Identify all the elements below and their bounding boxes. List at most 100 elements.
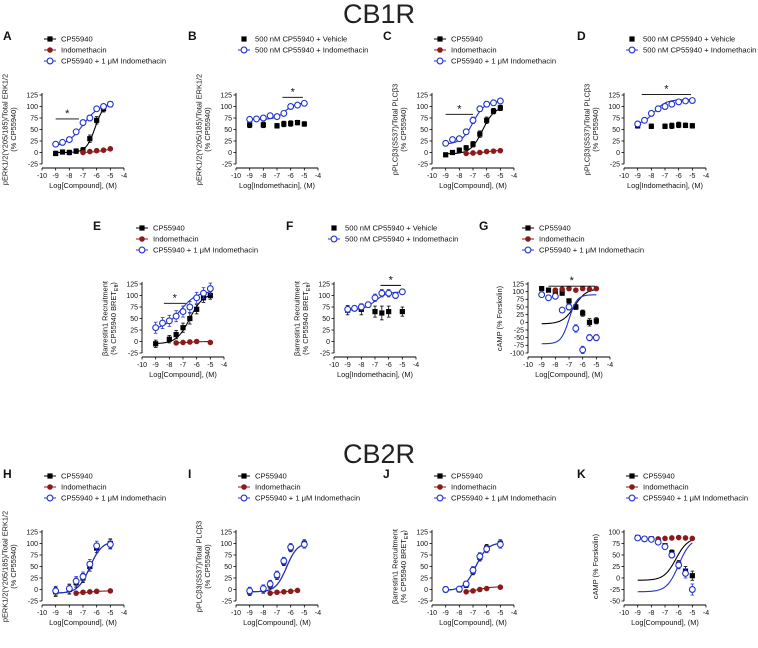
- legend-marker: [525, 225, 531, 231]
- fit-curve: [637, 542, 693, 593]
- data-point: [688, 97, 696, 104]
- data-point: [676, 122, 682, 128]
- data-point: [545, 294, 552, 302]
- data-point: [86, 114, 94, 122]
- data-point: [490, 99, 497, 107]
- panel-label: K: [577, 467, 586, 481]
- legend-label: Indomethacin: [539, 235, 585, 244]
- panel-a: A -10 -9 -8 -7 -6 -5 -4 -25 0 25 50 75 100 125 Log[Comp…: [1, 29, 167, 190]
- x-tick-label: -4: [315, 610, 321, 617]
- data-point: [273, 571, 281, 579]
- y-tick-label: 25: [130, 327, 138, 334]
- x-tick-label: -8: [260, 173, 266, 180]
- y-tick-label: 0: [34, 150, 38, 157]
- data-point: [634, 120, 642, 128]
- data-point: [385, 289, 393, 297]
- data-point: [107, 588, 114, 594]
- series-cp55940: [539, 286, 599, 327]
- x-tick-label: -5: [593, 362, 599, 369]
- data-point: [490, 148, 497, 154]
- legend-marker: [241, 473, 247, 479]
- panel-k: K -10 -9 -8 -7 -6 -5 -4 -50 -25 0 25 50 75 100 Log[Comp…: [577, 467, 748, 627]
- data-point: [497, 147, 504, 154]
- y-tick-label: 100: [608, 104, 620, 111]
- data-point: [372, 309, 378, 315]
- y-tick-label: 75: [516, 297, 524, 304]
- data-point: [662, 535, 668, 542]
- legend-label: Indomethacin: [255, 483, 301, 492]
- y-tick-label: 0: [34, 587, 38, 594]
- legend-marker: [437, 47, 443, 53]
- x-tick-label: -6: [194, 362, 200, 369]
- y-tick-label: 0: [520, 320, 524, 327]
- series-500-nm-cp55940-indomethacin: [246, 99, 308, 123]
- x-axis-label: Log[Indomethacin], (M): [337, 370, 413, 379]
- panel-h: H -10 -9 -8 -7 -6 -5 -4 -25 0 25 50 75 100 125 Log[Comp…: [1, 467, 167, 627]
- data-point: [300, 99, 308, 107]
- y-tick-label: 125: [26, 92, 38, 99]
- data-point: [483, 585, 490, 592]
- x-tick-label: -8: [260, 610, 266, 617]
- data-point: [357, 303, 365, 311]
- panel-d: D -10 -9 -8 -7 -6 -5 -4 -25 0 25 50 75 100 125 Log[Indo…: [577, 29, 756, 190]
- data-point: [559, 290, 565, 296]
- y-tick-label: -25: [222, 161, 232, 168]
- y-tick-label: 25: [30, 575, 38, 582]
- series-500-nm-cp55940-indomethacin: [344, 288, 406, 313]
- data-point: [207, 292, 213, 299]
- data-point: [682, 569, 689, 577]
- series-indomethacin: [80, 146, 114, 156]
- x-tick-label: -4: [121, 610, 127, 617]
- data-point: [173, 332, 179, 338]
- legend-marker: [629, 473, 635, 479]
- x-tick-label: -7: [566, 362, 572, 369]
- data-point: [86, 560, 94, 568]
- data-point: [280, 557, 288, 565]
- x-axis-label: Log[Compound], (M): [631, 618, 699, 627]
- y-axis-label-line: pERK1/2(Y205/185)/Total ERK1/2: [195, 74, 204, 185]
- x-tick-label: -6: [676, 173, 682, 180]
- legend-marker: [240, 494, 248, 502]
- x-tick-label: -5: [497, 173, 503, 180]
- x-tick-label: -10: [427, 173, 437, 180]
- legend-label: CP55940: [451, 35, 483, 44]
- fit-curve: [249, 543, 305, 593]
- legend-label: CP55940: [539, 224, 571, 233]
- data-point: [558, 306, 566, 314]
- legend-label: CP55940: [643, 472, 675, 481]
- y-tick-label: 0: [326, 339, 330, 346]
- series-cp55940-1-m-indomethacin: [442, 97, 504, 147]
- data-point: [246, 115, 254, 123]
- x-tick-label: -9: [635, 173, 641, 180]
- x-tick-label: -9: [153, 362, 159, 369]
- panel-g: G -10 -9 -8 -7 -6 -5 -4 -100-75-50-2502550751001…: [479, 219, 644, 379]
- significance-star: *: [65, 108, 70, 120]
- data-point: [379, 310, 385, 316]
- legend-entry-cp55940: CP55940: [44, 472, 93, 481]
- data-point: [107, 146, 114, 152]
- legend-marker: [524, 246, 532, 254]
- x-tick-label: -9: [443, 173, 449, 180]
- legend-entry-cp55940-1-m-indomethacin: CP55940 + 1 μM Indomethacin: [44, 494, 166, 503]
- section-title-cb2r: CB2R: [343, 439, 415, 469]
- y-tick-label: 75: [130, 304, 138, 311]
- panel-label: I: [188, 467, 191, 481]
- data-point: [634, 534, 642, 542]
- legend-entry-500-nm-cp55940-vehicle: 500 nM CP55940 + Vehicle: [241, 35, 347, 44]
- data-point: [675, 534, 682, 541]
- data-point: [73, 590, 79, 596]
- data-point: [463, 589, 469, 595]
- legend-label: Indomethacin: [61, 483, 107, 492]
- legend-entry-500-nm-cp55940-indomethacin: 500 nM CP55940 + Indomethacin: [626, 46, 756, 55]
- data-point: [52, 140, 60, 148]
- data-point: [483, 545, 491, 553]
- y-tick-label: -75: [514, 343, 524, 350]
- legend-entry-indomethacin: Indomethacin: [136, 235, 199, 244]
- legend-label: Indomethacin: [61, 46, 107, 55]
- data-point: [462, 580, 470, 588]
- data-point: [661, 103, 669, 110]
- legend-label: CP55940 + 1 μM Indomethacin: [61, 494, 166, 503]
- data-point: [449, 149, 456, 156]
- x-tick-label: -5: [207, 362, 213, 369]
